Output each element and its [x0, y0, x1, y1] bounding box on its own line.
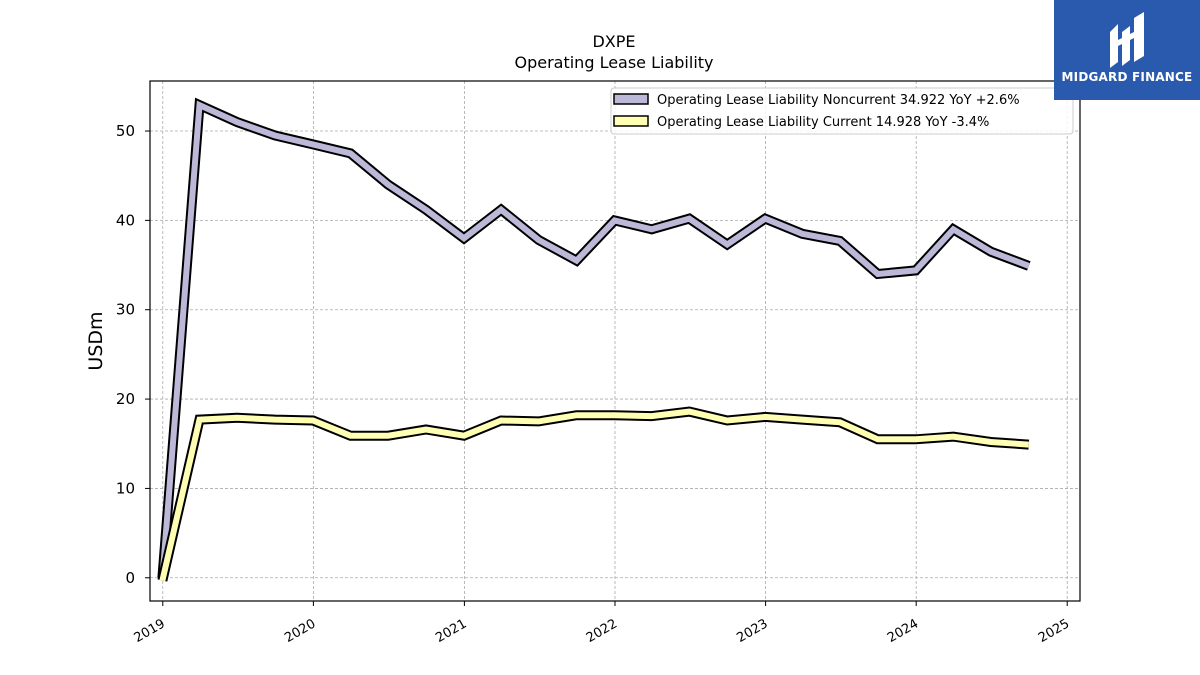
- legend-label-current: Operating Lease Liability Current 14.928…: [657, 115, 989, 130]
- legend-swatch-current: [613, 115, 649, 127]
- series-1-line: [159, 408, 1030, 582]
- y-tick-label: 40: [116, 211, 135, 229]
- y-axis-label: USDm: [85, 311, 107, 370]
- y-tick-label: 0: [125, 569, 135, 587]
- series-layer: [157, 97, 1031, 582]
- legend: Operating Lease Liability Noncurrent 34.…: [610, 87, 1074, 135]
- legend-label-noncurrent: Operating Lease Liability Noncurrent 34.…: [657, 93, 1020, 108]
- y-tick-label: 30: [116, 301, 135, 319]
- y-tick-label: 10: [116, 479, 135, 497]
- legend-box: [610, 87, 1074, 135]
- series-0-line: [159, 100, 1030, 579]
- chart-ticker: DXPE: [592, 32, 635, 51]
- chart-title: Operating Lease Liability: [514, 53, 713, 72]
- midgard-finance-logo: MIDGARD FINANCE: [1054, 0, 1200, 100]
- legend-swatch-noncurrent: [613, 93, 649, 105]
- grid-lines: [150, 81, 1080, 601]
- y-tick-label: 50: [116, 122, 135, 140]
- y-axis-ticks: 0 10 20 30 40 50: [116, 122, 150, 587]
- y-tick-label: 20: [116, 390, 135, 408]
- logo-mark-icon: [1110, 12, 1144, 68]
- logo-text: MIDGARD FINANCE: [1061, 70, 1193, 84]
